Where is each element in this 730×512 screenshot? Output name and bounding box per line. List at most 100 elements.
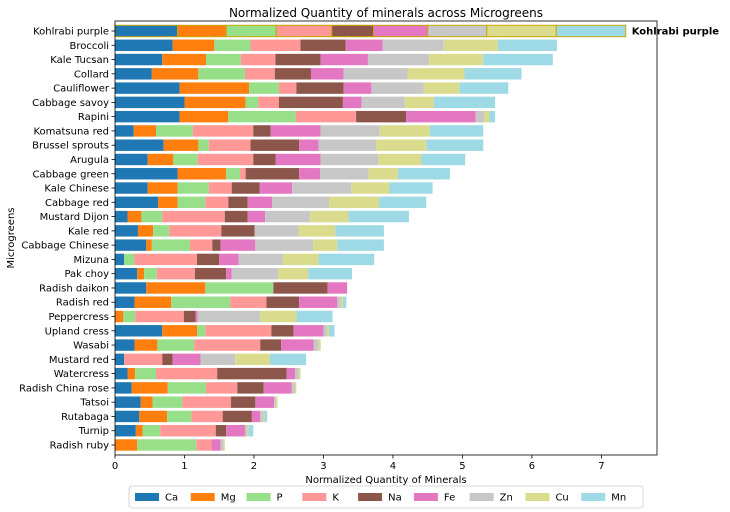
bar-radish-china-rose-zn <box>291 382 295 394</box>
bar-cabbage-red-na <box>228 196 248 209</box>
legend-label-p: P <box>277 493 283 504</box>
bar-turnip-zn <box>244 425 248 437</box>
bar-cauliflower-ca <box>115 82 180 94</box>
bar-upland-cress-na <box>271 325 294 337</box>
bar-cauliflower-na <box>296 82 344 94</box>
bar-brussel-sprouts-na <box>250 139 300 151</box>
bar-cauliflower-zn <box>371 82 424 94</box>
bar-peppercress-mg <box>115 310 124 323</box>
bar-radish-china-rose-p <box>167 382 207 394</box>
y-tick-label: Peppercress <box>48 312 109 323</box>
chart-title: Normalized Quantity of minerals across M… <box>229 6 543 20</box>
legend-swatch-cu <box>525 493 550 501</box>
bar-radish-china-rose-k <box>206 382 238 394</box>
legend-label-ca: Ca <box>165 493 178 504</box>
bar-mizuna-cu <box>282 253 319 266</box>
bar-arugula-mg <box>147 153 174 166</box>
bar-radish-ruby-p <box>137 439 197 451</box>
bar-cabbage-chinese-mg <box>146 239 152 251</box>
bar-kohlrabi-purple-k <box>275 24 333 38</box>
bar-cauliflower-mn <box>459 82 509 94</box>
y-tick-label: Collard <box>74 69 109 80</box>
bar-cauliflower-fe <box>343 82 372 94</box>
bar-kale-chinese-ca <box>115 182 148 194</box>
x-tick-label: 7 <box>598 461 604 472</box>
y-ticks: Kohlrabi purple Broccoli Kale Tucsan Collar… <box>19 27 115 452</box>
bar-tatsoi-mg <box>140 396 153 408</box>
y-tick-label: Cabbage red <box>45 198 109 209</box>
y-tick-label: Kale Tucsan <box>50 55 109 66</box>
bar-komatsuna-red-mg <box>133 125 156 137</box>
bar-kohlrabi-purple-na <box>331 24 374 38</box>
bar-cabbage-green-ca <box>115 168 178 180</box>
y-tick-label: Tatsoi <box>79 398 109 409</box>
bar-rutabaga-zn <box>260 410 264 423</box>
y-tick-label: Mustard Dijon <box>40 212 109 223</box>
bar-mizuna-mn <box>318 253 375 266</box>
y-tick-label: Mustard red <box>49 355 109 366</box>
bar-watercress-mg <box>127 367 136 380</box>
bar-peppercress-cu <box>260 310 297 323</box>
legend-label-na: Na <box>388 493 402 504</box>
bar-pak-choy-mn <box>308 267 352 280</box>
bar-cauliflower-mg <box>179 82 250 94</box>
bar-radish-china-rose-ca <box>115 382 132 394</box>
bar-pak-choy-k <box>156 267 195 280</box>
bar-cabbage-red-cu <box>329 196 380 209</box>
bar-upland-cress-ca <box>115 325 163 337</box>
legend-swatch-mn <box>581 493 606 501</box>
bar-cabbage-chinese-na <box>212 239 221 251</box>
bar-mizuna-fe <box>219 253 239 266</box>
bar-komatsuna-red-ca <box>115 125 134 137</box>
bar-wasabi-fe <box>281 339 314 351</box>
bar-radish-daikon-na <box>273 282 328 294</box>
legend-frame <box>128 485 644 509</box>
bar-radish-red-zn <box>337 296 341 308</box>
bar-arugula-cu <box>378 153 422 166</box>
bar-mustard-dijon-mg <box>127 210 142 223</box>
bar-upland-cress-zn <box>323 325 327 337</box>
legend: Ca Mg P K Na Fe Zn Cu Mn <box>128 485 644 509</box>
legend-label-mg: Mg <box>221 493 236 504</box>
bar-wasabi-na <box>260 339 282 351</box>
bar-collard-zn <box>343 68 408 80</box>
bar-cabbage-green-fe <box>299 168 320 180</box>
bar-mizuna-p <box>124 253 135 266</box>
highlight-label: Kohlrabi purple <box>632 27 720 38</box>
bar-cabbage-savoy-k <box>258 96 279 109</box>
bar-komatsuna-red-fe <box>270 125 321 137</box>
bar-collard-ca <box>115 68 152 80</box>
bar-arugula-mn <box>421 153 466 166</box>
bar-broccoli-zn <box>382 39 444 51</box>
bar-kale-chinese-cu <box>351 182 390 194</box>
bar-brussel-sprouts-mg <box>163 139 199 151</box>
bar-peppercress-zn <box>197 310 261 323</box>
bar-cauliflower-cu <box>423 82 460 94</box>
bar-pak-choy-na <box>194 267 227 280</box>
bar-rapini-fe <box>406 110 476 123</box>
bar-radish-red-p <box>171 296 231 308</box>
bar-radish-red-mn <box>342 296 347 308</box>
bar-radish-daikon-mg <box>146 282 206 294</box>
x-tick-label: 2 <box>251 461 257 472</box>
bar-wasabi-mg <box>134 339 158 351</box>
y-tick-label: Arugula <box>70 155 109 166</box>
legend-swatch-k <box>302 493 327 501</box>
bar-mustard-dijon-ca <box>115 210 128 223</box>
bar-mizuna-ca <box>115 253 125 266</box>
bar-brussel-sprouts-cu <box>376 139 427 151</box>
bar-broccoli-cu <box>443 39 498 51</box>
bar-mustard-red-ca <box>115 353 125 366</box>
bar-kale-red-cu <box>298 225 336 237</box>
legend-swatch-p <box>246 493 271 501</box>
legend-label-k: K <box>332 493 339 504</box>
bar-kale-chinese-mn <box>389 182 433 194</box>
bar-pak-choy-mg <box>137 267 145 280</box>
bar-radish-ruby-zn <box>220 439 224 451</box>
bar-radish-ruby-k <box>196 439 212 451</box>
bar-kale-red-na <box>221 225 255 237</box>
bar-rapini-na <box>356 110 407 123</box>
bar-watercress-cu <box>298 367 301 380</box>
bar-radish-daikon-p <box>205 282 274 294</box>
y-tick-label: Cabbage Chinese <box>21 241 109 252</box>
